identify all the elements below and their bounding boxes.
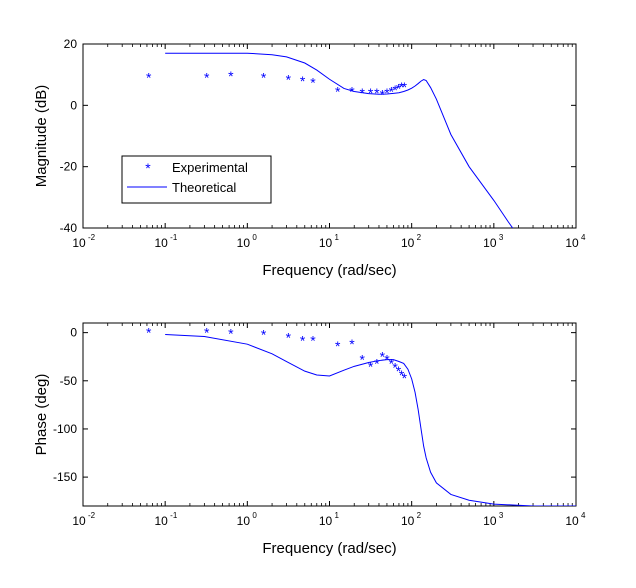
phase-axes: 10 -2 10 -1 10 0 10 1 10 2 10 3 10 40-50-100-150Frequ… — [33, 322, 586, 557]
phase-plot-frame — [82, 322, 577, 507]
phase-experimental-point: * — [402, 370, 408, 386]
magnitude-x-tick-label: 10 — [483, 236, 497, 250]
magnitude-experimental-point: * — [389, 84, 395, 100]
magnitude-x-tick-label-exponent: 1 — [335, 233, 340, 242]
phase-x-tick-label: 10 — [401, 514, 415, 528]
legend: * Experimental Theoretical — [121, 155, 272, 204]
magnitude-experimental-point: * — [261, 70, 267, 86]
magnitude-x-tick-label-exponent: -2 — [88, 233, 96, 242]
phase-x-tick-label-exponent: -2 — [88, 511, 96, 520]
phase-x-tick-label-exponent: 3 — [499, 511, 504, 520]
magnitude-experimental-point: * — [368, 85, 374, 101]
magnitude-x-tick-label: 10 — [72, 236, 86, 250]
phase-y-tick-label: -50 — [60, 374, 78, 388]
phase-y-tick-label: -150 — [53, 470, 77, 484]
magnitude-x-tick-label: 10 — [154, 236, 168, 250]
magnitude-y-tick-label: 20 — [64, 37, 78, 51]
magnitude-data: * * * * * * ** * * * * * ****** — [146, 52, 514, 228]
magnitude-x-axis-label: Frequency (rad/sec) — [262, 262, 396, 279]
magnitude-x-tick-label-exponent: -1 — [170, 233, 178, 242]
phase-y-tick-label: 0 — [70, 326, 77, 340]
magnitude-experimental-point: * — [396, 80, 402, 96]
phase-experimental-point: * — [261, 327, 267, 343]
phase-y-axis-label: Phase (deg) — [33, 374, 50, 456]
phase-experimental-point: * — [396, 363, 402, 379]
legend-marker-experimental: * — [145, 160, 151, 176]
phase-experimental-point: * — [359, 352, 365, 368]
magnitude-x-tick-label-exponent: 2 — [417, 233, 422, 242]
magnitude-y-tick-label: 0 — [70, 98, 77, 112]
phase-experimental-point: * — [300, 332, 306, 348]
phase-experimental-point: * — [374, 355, 380, 371]
magnitude-x-tick-label: 10 — [565, 236, 579, 250]
magnitude-experimental-point: * — [146, 70, 152, 86]
phase-experimental-point: * — [228, 326, 234, 342]
phase-x-axis-label: Frequency (rad/sec) — [262, 540, 396, 557]
phase-x-tick-label: 10 — [237, 514, 251, 528]
magnitude-x-tick-label: 10 — [401, 236, 415, 250]
phase-x-tick-label: 10 — [565, 514, 579, 528]
magnitude-experimental-point: * — [300, 73, 306, 89]
phase-x-tick-label-exponent: 4 — [581, 511, 586, 520]
magnitude-experimental-point: * — [392, 82, 398, 98]
phase-experimental-point: * — [392, 359, 398, 375]
magnitude-x-tick-label-exponent: 0 — [252, 233, 257, 242]
phase-experimental-point: * — [146, 325, 152, 341]
phase-x-tick-label: 10 — [72, 514, 86, 528]
legend-box — [121, 155, 272, 204]
phase-experimental-point: * — [380, 349, 386, 365]
phase-x-tick-label: 10 — [483, 514, 497, 528]
magnitude-experimental-point: * — [384, 85, 390, 101]
magnitude-x-tick-label: 10 — [237, 236, 251, 250]
phase-experimental-point: * — [204, 325, 210, 341]
phase-experimental-point: * — [399, 367, 405, 383]
magnitude-experimental-point: * — [286, 71, 292, 87]
magnitude-x-tick-label-exponent: 3 — [499, 233, 504, 242]
magnitude-theoretical-line — [165, 52, 514, 228]
magnitude-experimental-point: * — [228, 68, 234, 84]
magnitude-axes: 10 -2 10 -1 10 0 10 1 10 2 10 3 10 4200-20-40Frequenc… — [33, 37, 586, 279]
phase-experimental-point: * — [349, 336, 355, 352]
phase-x-tick-label-exponent: 0 — [252, 511, 257, 520]
magnitude-experimental-point: * — [204, 70, 210, 86]
phase-experimental-point: * — [368, 358, 374, 374]
legend-label-experimental: Experimental — [172, 160, 248, 175]
phase-x-tick-label-exponent: -1 — [170, 511, 178, 520]
phase-experimental-point: * — [335, 338, 341, 354]
magnitude-experimental-point: * — [399, 79, 405, 95]
phase-x-tick-label-exponent: 2 — [417, 511, 422, 520]
phase-x-tick-label: 10 — [154, 514, 168, 528]
phase-x-tick-label: 10 — [319, 514, 333, 528]
phase-experimental-point: * — [389, 355, 395, 371]
phase-experimental-point: * — [310, 332, 316, 348]
magnitude-experimental-point: * — [374, 85, 380, 101]
magnitude-y-axis-label: Magnitude (dB) — [33, 85, 50, 188]
phase-data: * * * * * * * * ** * * * ****** — [146, 325, 576, 506]
phase-theoretical-line — [165, 334, 576, 506]
legend-label-theoretical: Theoretical — [172, 180, 236, 195]
magnitude-experimental-point: * — [402, 79, 408, 95]
magnitude-experimental-point: * — [310, 74, 316, 90]
phase-experimental-point: * — [286, 329, 292, 345]
magnitude-experimental-point: * — [335, 84, 341, 100]
phase-x-tick-label-exponent: 1 — [335, 511, 340, 520]
magnitude-y-tick-label: -20 — [60, 160, 78, 174]
phase-y-tick-label: -100 — [53, 422, 77, 436]
magnitude-x-tick-label: 10 — [319, 236, 333, 250]
magnitude-experimental-point: * — [349, 84, 355, 100]
magnitude-x-tick-label-exponent: 4 — [581, 233, 586, 242]
magnitude-y-tick-label: -40 — [60, 221, 78, 235]
